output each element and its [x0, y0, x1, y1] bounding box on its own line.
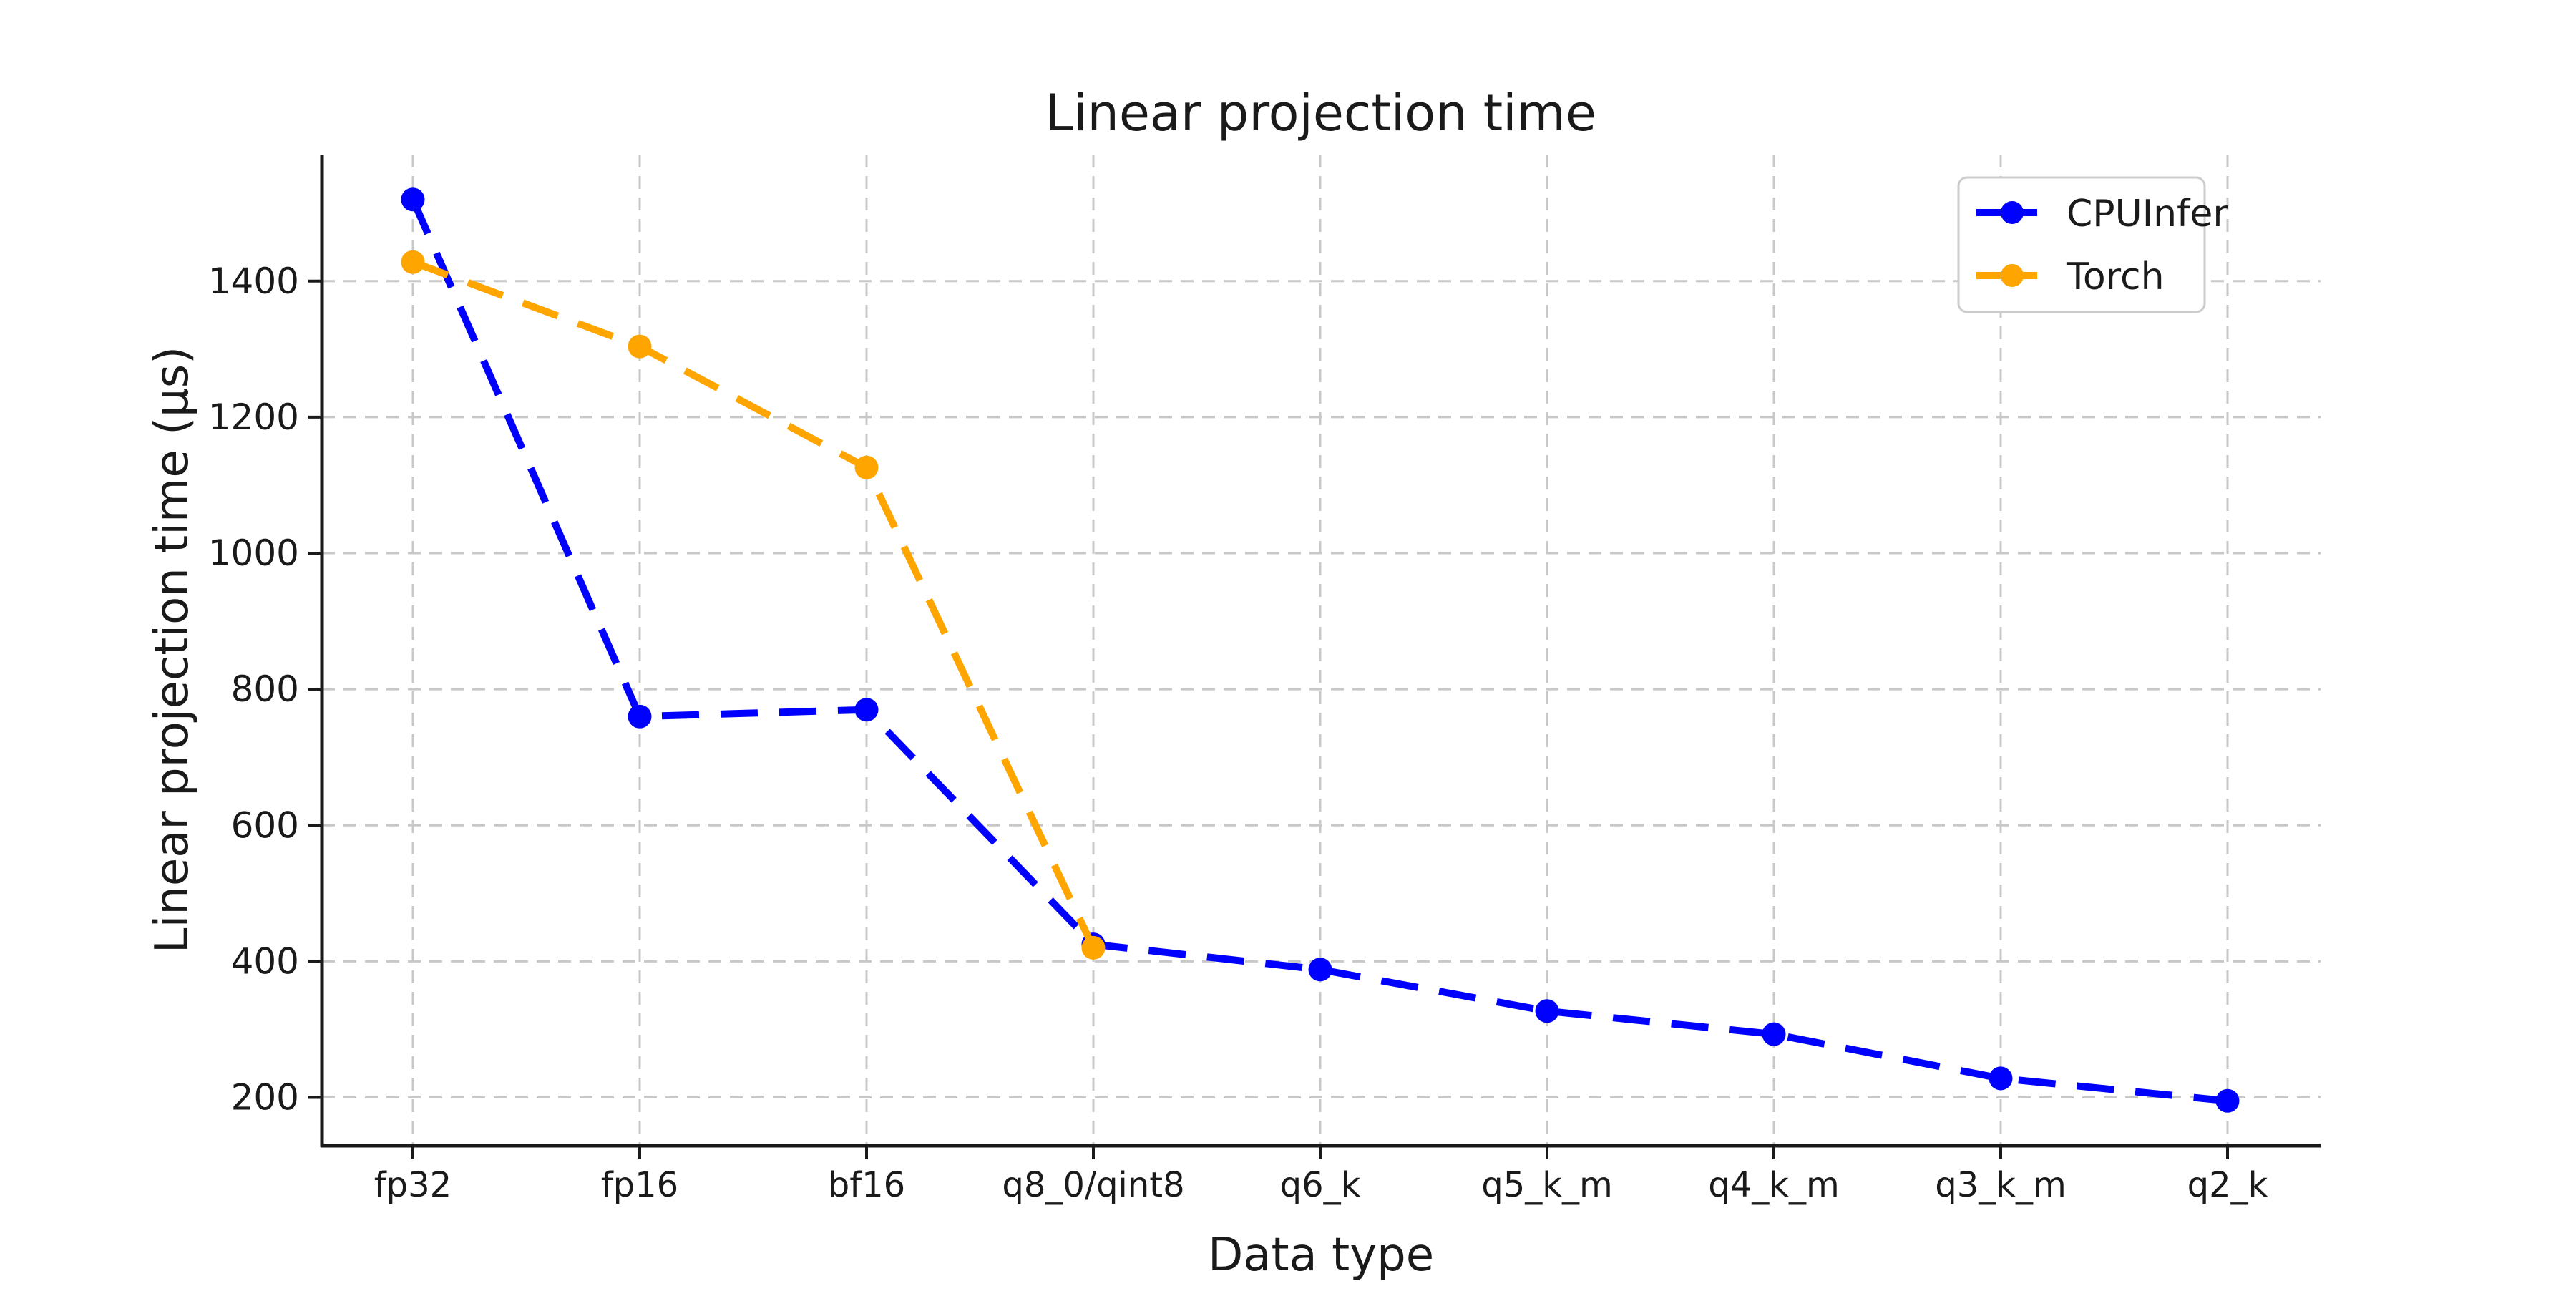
legend-label-cpuinfer: CPUInfer: [2067, 193, 2228, 235]
legend-item-torch: Torch: [1976, 255, 2165, 298]
data-point-torch: [628, 334, 652, 359]
data-point-cpuinfer: [1535, 999, 1559, 1023]
x-axis-label: Data type: [1208, 1229, 1434, 1282]
x-tick-label: q5_k_m: [1481, 1165, 1613, 1205]
data-point-cpuinfer: [1308, 958, 1332, 982]
x-tick-label: q8_0/qint8: [1002, 1165, 1184, 1205]
data-point-cpuinfer: [1989, 1066, 2013, 1091]
y-tick-label: 400: [231, 940, 299, 982]
data-point-torch: [854, 455, 879, 479]
data-point-torch: [401, 250, 425, 274]
y-tick-label: 800: [231, 668, 299, 710]
chart-title: Linear projection time: [1045, 84, 1596, 142]
legend: CPUInfer Torch: [1957, 176, 2228, 313]
x-tick-label: fp32: [374, 1165, 452, 1205]
y-tick-label: 1400: [208, 260, 299, 302]
x-tick-label: q3_k_m: [1935, 1165, 2067, 1205]
legend-item-cpuinfer: CPUInfer: [1976, 193, 2228, 235]
legend-sample-marker-cpuinfer: [2001, 201, 2024, 224]
x-tick-label: q2_k: [2187, 1165, 2268, 1205]
y-tick-label: 1200: [208, 396, 299, 438]
x-tick-label: q6_k: [1280, 1165, 1361, 1205]
y-tick-label: 200: [231, 1077, 299, 1119]
series-line-torch: [411, 258, 1097, 950]
data-point-cpuinfer: [854, 698, 879, 722]
data-point-cpuinfer: [2215, 1088, 2240, 1113]
data-point-cpuinfer: [628, 704, 652, 729]
y-tick-label: 600: [231, 804, 299, 846]
x-tick-label: bf16: [828, 1165, 905, 1205]
x-tick-label: fp16: [601, 1165, 678, 1205]
legend-label-torch: Torch: [2066, 255, 2165, 298]
series-layer: [401, 187, 2240, 1113]
data-point-cpuinfer: [401, 187, 425, 212]
axis-layer: 200 400 600 800 1000 1200 1400 fp32 fp16 bf16 q8_0…: [208, 155, 2321, 1205]
y-tick-label: 1000: [208, 532, 299, 574]
x-tick-label: q4_k_m: [1708, 1165, 1840, 1205]
y-axis-label: Linear projection time (μs): [146, 346, 199, 953]
data-point-torch: [1081, 935, 1106, 960]
series-line-cpuinfer: [409, 198, 2228, 1105]
legend-sample-marker-torch: [2001, 264, 2024, 287]
data-point-cpuinfer: [1762, 1022, 1786, 1046]
